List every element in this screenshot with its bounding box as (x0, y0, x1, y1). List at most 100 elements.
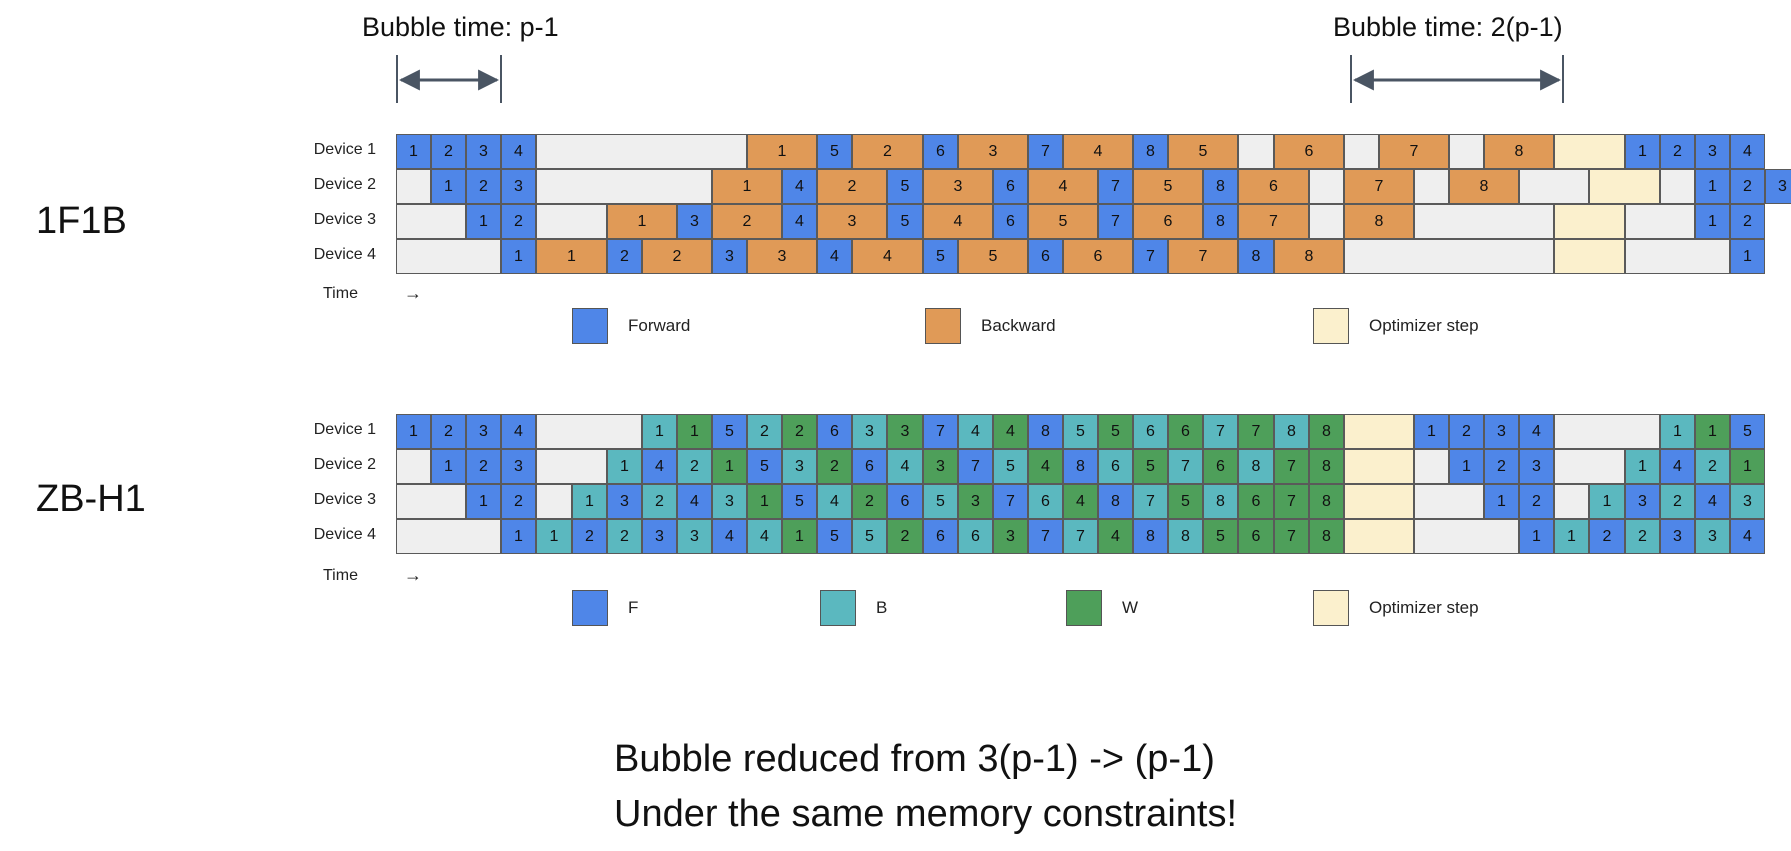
backward-cell: 7 (1379, 134, 1449, 169)
forward-cell: 4 (1660, 449, 1695, 484)
optimizer-cell (1344, 449, 1414, 484)
forward-cell: 4 (1730, 134, 1765, 169)
b-cell: 5 (923, 484, 958, 519)
w-cell: 8 (1309, 414, 1344, 449)
b-cell: 1 (1625, 449, 1660, 484)
idle-cell (1414, 169, 1449, 204)
b-cell: 4 (887, 449, 923, 484)
b-cell: 3 (1730, 484, 1765, 519)
idle-cell (1554, 414, 1660, 449)
forward-cell: 1 (431, 169, 466, 204)
idle-cell (396, 519, 501, 554)
b-cell: 8 (1238, 449, 1274, 484)
b-cell: 3 (677, 519, 712, 554)
backward-cell: 3 (958, 134, 1028, 169)
idle-cell (1344, 239, 1554, 274)
idle-cell (396, 169, 431, 204)
idle-cell (1519, 169, 1589, 204)
idle-cell (1625, 204, 1695, 239)
idle-cell (1449, 134, 1484, 169)
backward-cell: 3 (817, 204, 887, 239)
forward-cell: 2 (1484, 449, 1519, 484)
legend-swatch-bz (820, 590, 856, 626)
idle-cell (536, 134, 747, 169)
forward-cell: 1 (466, 204, 501, 239)
forward-cell: 4 (712, 519, 747, 554)
w-cell: 5 (1133, 449, 1168, 484)
legend-label: Backward (981, 316, 1056, 335)
backward-cell: 2 (852, 134, 923, 169)
backward-cell: 7 (1168, 239, 1238, 274)
idle-cell (396, 204, 466, 239)
legend-label: W (1122, 598, 1139, 617)
backward-cell: 2 (712, 204, 782, 239)
section-title-zb-h1: ZB-H1 (36, 478, 146, 520)
idle-cell (1414, 449, 1449, 484)
forward-cell: 7 (923, 414, 958, 449)
b-cell: 2 (1660, 484, 1695, 519)
forward-cell: 2 (431, 134, 466, 169)
forward-cell: 7 (1098, 204, 1133, 239)
forward-cell: 2 (1730, 204, 1765, 239)
b-cell: 2 (747, 414, 782, 449)
b-cell: 1 (1660, 414, 1695, 449)
forward-cell: 6 (923, 519, 958, 554)
b-cell: 2 (642, 484, 677, 519)
w-cell: 1 (747, 484, 782, 519)
backward-cell: 8 (1484, 134, 1554, 169)
backward-cell: 8 (1274, 239, 1344, 274)
w-cell: 2 (782, 414, 817, 449)
legend-swatch-f (572, 590, 608, 626)
forward-cell: 7 (1028, 519, 1063, 554)
backward-cell: 2 (642, 239, 712, 274)
idle-cell (536, 204, 607, 239)
forward-cell: 7 (993, 484, 1028, 519)
b-cell: 5 (1063, 414, 1098, 449)
w-cell: 1 (712, 449, 747, 484)
idle-cell (1625, 239, 1730, 274)
backward-cell: 5 (958, 239, 1028, 274)
backward-cell: 6 (1238, 169, 1309, 204)
caption-line-1: Bubble reduced from 3(p-1) -> (p-1) (614, 738, 1215, 780)
b-cell: 6 (1028, 484, 1063, 519)
backward-cell: 1 (747, 134, 817, 169)
forward-cell: 5 (923, 239, 958, 274)
idle-cell (1414, 519, 1519, 554)
legend-label: Optimizer step (1369, 598, 1479, 617)
time-arrow-icon: → (404, 565, 422, 585)
bubble-time-right-label: Bubble time: 2(p-1) (1333, 12, 1563, 42)
forward-cell: 2 (466, 449, 501, 484)
legend-label: F (628, 598, 639, 617)
idle-cell (536, 449, 607, 484)
forward-cell: 1 (396, 134, 431, 169)
optimizer-cell (1554, 204, 1625, 239)
backward-cell: 8 (1344, 204, 1414, 239)
w-cell: 4 (1063, 484, 1098, 519)
device-label-2: Device 2 (313, 456, 376, 473)
w-cell: 7 (1274, 449, 1309, 484)
b-cell: 3 (852, 414, 887, 449)
backward-cell: 3 (747, 239, 817, 274)
forward-cell: 3 (1484, 414, 1519, 449)
b-cell: 2 (607, 519, 642, 554)
w-cell: 3 (993, 519, 1028, 554)
w-cell: 8 (1309, 519, 1344, 554)
forward-cell: 2 (466, 169, 501, 204)
idle-cell (1309, 204, 1344, 239)
w-cell: 5 (1203, 519, 1238, 554)
forward-cell: 3 (677, 204, 712, 239)
legend-label: Forward (628, 316, 691, 335)
w-cell: 5 (1168, 484, 1203, 519)
backward-cell: 4 (1028, 169, 1098, 204)
forward-cell: 8 (1133, 134, 1168, 169)
forward-cell: 6 (817, 414, 852, 449)
forward-cell: 1 (1449, 449, 1484, 484)
forward-cell: 3 (1765, 169, 1791, 204)
b-cell: 2 (1625, 519, 1660, 554)
forward-cell: 8 (1238, 239, 1274, 274)
idle-cell (1238, 134, 1274, 169)
idle-cell (1309, 169, 1344, 204)
